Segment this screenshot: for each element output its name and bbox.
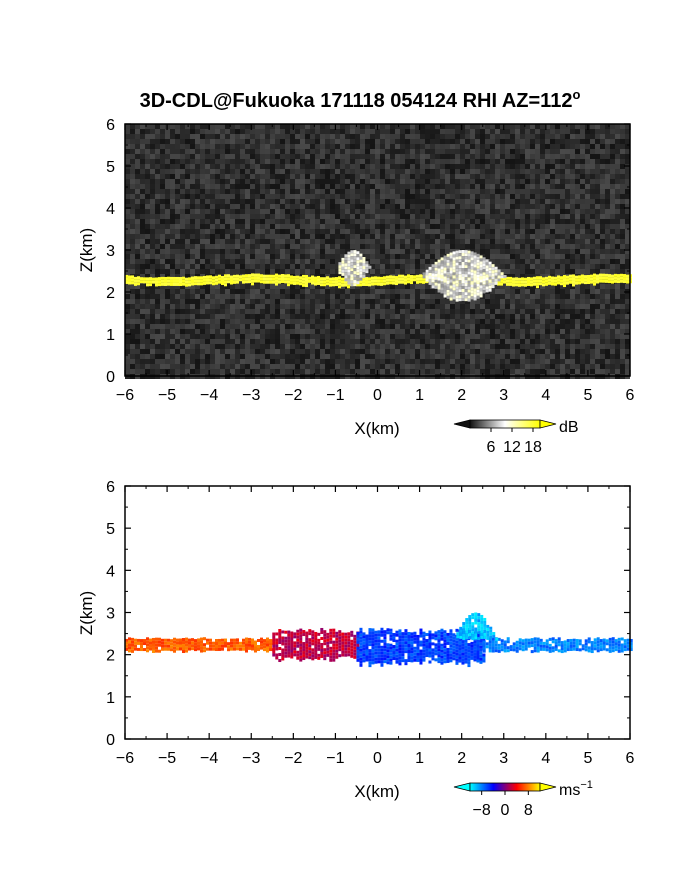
velocity-panel: −6 −5 −4 −3 −2 −1 0 1 2 3 4 5 6 0 1 2 3 4 5 6 X(km) Z(km) −… [77,479,635,819]
velocity-ytick-label: 3 [106,606,115,623]
velocity-xtick-label: 5 [583,750,592,767]
velocity-xtick-label: −6 [116,750,134,767]
velocity-xtick-label: −3 [242,750,260,767]
figure-title-degree: o [572,87,580,102]
backscatter-xtick-label: −2 [284,387,302,404]
backscatter-xtick-label: −3 [242,387,260,404]
backscatter-xtick-label: 6 [626,387,635,404]
backscatter-xtick-label: −4 [200,387,218,404]
backscatter-xtick-label: −1 [326,387,344,404]
velocity-ytick-label: 4 [106,563,115,580]
backscatter-xtick-label: −6 [116,387,134,404]
velocity-xtick-label: 2 [457,750,466,767]
velocity-xlabel: X(km) [354,782,399,801]
velocity-xtick-label: −5 [158,750,176,767]
velocity-colorbar-high-arrow [539,782,557,792]
backscatter-colorbar-ramp [469,419,541,429]
backscatter-xtick-label: 5 [583,387,592,404]
velocity-colorbar-tick-label: 0 [501,802,510,819]
velocity-xtick-label: −4 [200,750,218,767]
velocity-ytick-label: 0 [106,732,115,749]
figure-title: 3D-CDL@Fukuoka 171118 054124 RHI AZ=112o [140,87,581,112]
backscatter-colorbar-high-arrow [539,419,557,429]
backscatter-xtick-label: 2 [457,387,466,404]
backscatter-ytick-label: 2 [106,285,115,302]
backscatter-xtick-label: 0 [373,387,382,404]
backscatter-xlabel: X(km) [354,419,399,438]
velocity-layer-0 [125,637,275,654]
figure-title-text: 3D-CDL@Fukuoka 171118 054124 RHI AZ=112 [140,90,573,112]
velocity-ylabel: Z(km) [77,591,96,635]
backscatter-colorbar-low-arrow [453,419,471,429]
backscatter-ytick-label: 6 [106,117,115,134]
backscatter-ytick-label: 0 [106,369,115,386]
backscatter-plot-area [125,124,632,379]
velocity-ytick-label: 5 [106,521,115,538]
velocity-plot-area [125,486,633,739]
velocity-colorbar-unit-text: ms [559,782,580,799]
velocity-layer-2 [356,627,486,668]
backscatter-ticks: −6 −5 −4 −3 −2 −1 0 1 2 3 4 5 6 0 1 2 3 4 5 6 [106,117,634,404]
velocity-ytick-label: 1 [106,690,115,707]
velocity-colorbar-tick-label: −8 [473,802,491,819]
backscatter-colorbar-unit-text: dB [559,419,579,436]
backscatter-cloud-2 [422,250,507,302]
velocity-background [125,486,630,739]
velocity-cloud-4 [456,612,499,641]
backscatter-ylabel: Z(km) [77,228,96,272]
backscatter-noise [125,124,630,379]
velocity-layer-3 [482,637,633,654]
backscatter-ytick-label: 3 [106,243,115,260]
velocity-xtick-label: 0 [373,750,382,767]
velocity-xtick-label: 4 [541,750,550,767]
backscatter-ytick-label: 5 [106,159,115,176]
velocity-xtick-label: −1 [326,750,344,767]
backscatter-colorbar: 6 12 18 dB [453,419,579,456]
backscatter-xtick-label: 1 [415,387,424,404]
velocity-colorbar-low-arrow [453,782,471,792]
backscatter-xtick-label: 3 [499,387,508,404]
velocity-ytick-label: 6 [106,479,115,496]
velocity-layer-1 [272,627,360,663]
velocity-colorbar: −8 0 8 ms−1 [453,779,593,819]
velocity-ticks: −6 −5 −4 −3 −2 −1 0 1 2 3 4 5 6 0 1 2 3 4 5 6 [106,479,634,767]
backscatter-colorbar-tick-label: 12 [503,439,521,456]
backscatter-cloud-1 [338,250,372,287]
velocity-xtick-label: 1 [415,750,424,767]
velocity-ytick-label: 2 [106,648,115,665]
backscatter-ytick-label: 4 [106,201,115,218]
velocity-colorbar-ramp [469,782,541,792]
velocity-xtick-label: 3 [499,750,508,767]
backscatter-colorbar-tick-label: 18 [524,439,542,456]
backscatter-xtick-label: 4 [541,387,550,404]
backscatter-colorbar-unit: dB [559,419,579,436]
velocity-xtick-label: 6 [626,750,635,767]
backscatter-colorbar-tick-label: 6 [487,439,496,456]
backscatter-ytick-label: 1 [106,327,115,344]
velocity-colorbar-unit-superscript: −1 [580,779,593,791]
velocity-colorbar-unit: ms−1 [559,779,593,799]
velocity-xtick-label: −2 [284,750,302,767]
velocity-colorbar-tick-label: 8 [524,802,533,819]
backscatter-xtick-label: −5 [158,387,176,404]
